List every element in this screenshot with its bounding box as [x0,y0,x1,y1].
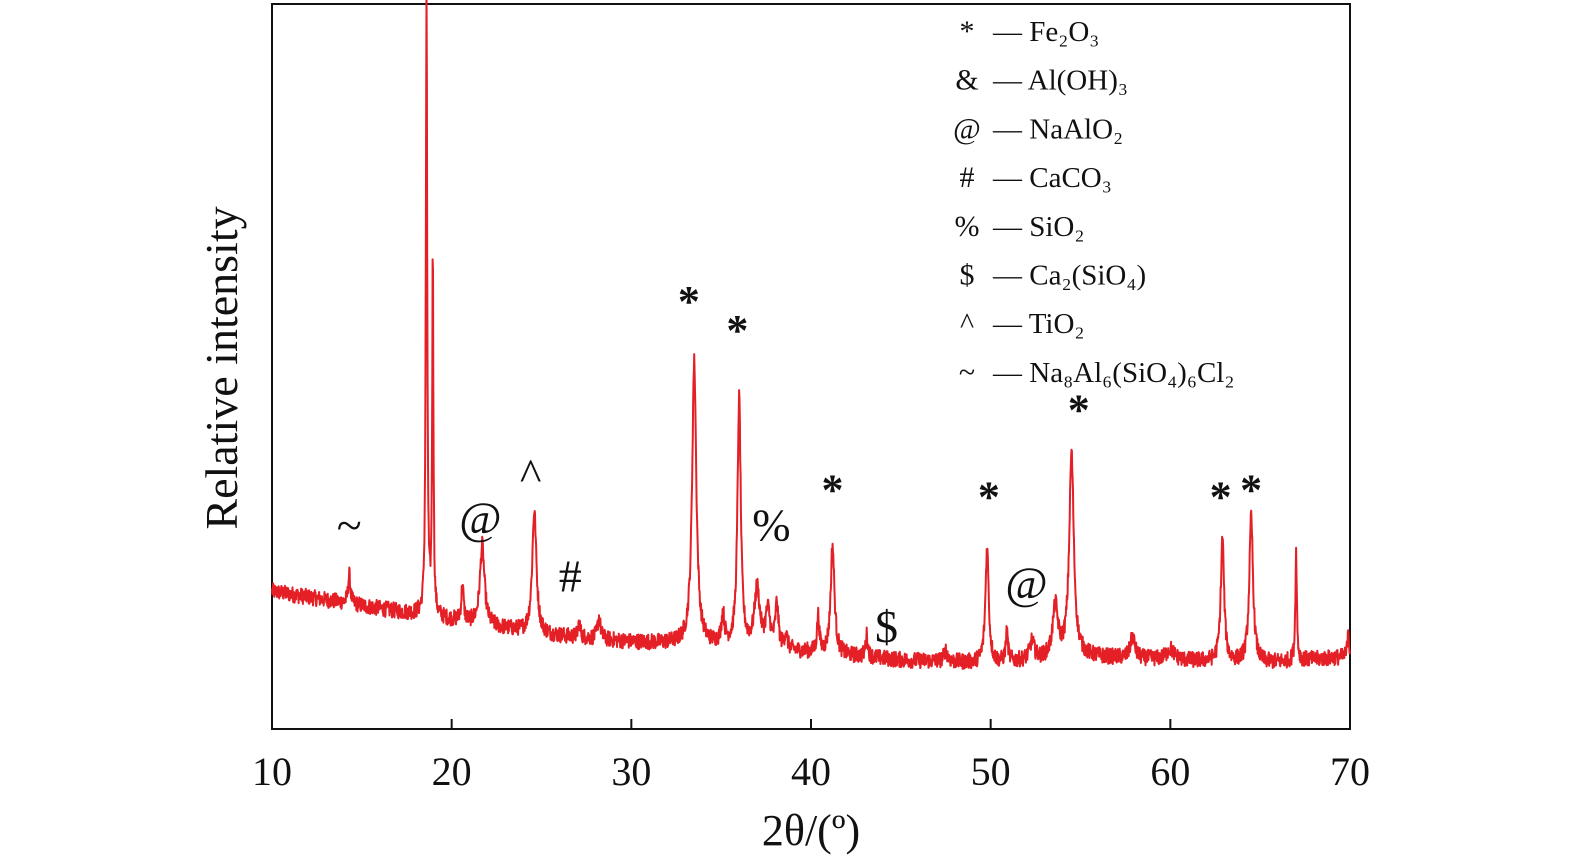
peak-annotation: * [678,277,700,326]
x-tick-label-50: 50 [971,749,1011,794]
legend-label: — Al(OH)₃ [992,65,1128,97]
legend-label: — NaAlO₂ [992,113,1123,145]
peak-annotation: @ [1005,558,1047,609]
legend: * — Fe₂O₃& — Al(OH)₃ @ — NaAlO₂ # — CaCO₃% — Si… [953,15,1234,389]
x-tick-label-10: 10 [252,749,292,794]
legend-symbol: % [955,210,980,243]
legend-symbol: * [960,15,975,48]
legend-label: — Fe₂O₃ [992,16,1099,48]
peak-annotation: & [411,0,448,8]
peak-annotation: $ [875,601,898,652]
peak-annotation: ~ [337,500,362,551]
y-axis-label: Relative intensity [196,206,247,529]
legend-symbol: @ [953,112,981,145]
x-axis: 10 20 30 40 50 60 70 [252,719,1370,794]
peak-annotation: ^ [520,449,542,500]
peak-annotation: * [978,473,1000,522]
legend-symbol: # [960,161,975,194]
peak-annotation: @ [459,492,501,543]
peak-annotations: ~&@^#**%*$*@*** [337,0,1262,652]
x-tick-label-30: 30 [611,749,651,794]
legend-label: — CaCO₃ [992,162,1112,194]
x-tick-label-20: 20 [432,749,472,794]
legend-label: — TiO₂ [992,308,1085,340]
xrd-pattern-line [271,0,1351,670]
legend-symbol: ^ [960,307,974,340]
x-tick-label-60: 60 [1150,749,1190,794]
x-tick-label-40: 40 [791,749,831,794]
peak-annotation: * [1210,473,1232,522]
peak-annotation: # [559,550,582,601]
x-tick-label-70: 70 [1330,749,1370,794]
x-axis-label: 2θ/(º) [762,806,860,855]
peak-annotation: * [1068,386,1090,435]
legend-symbol: ~ [959,356,975,389]
legend-label: — Na₈Al₆(SiO₄)₆Cl₂ [992,357,1234,389]
peak-annotation: * [726,306,748,355]
peak-annotation: * [1240,465,1262,514]
legend-label: — Ca₂(SiO₄) [992,260,1146,292]
peak-annotation: % [752,500,790,551]
peak-annotation: * [822,465,844,514]
legend-label: — SiO₂ [992,211,1085,243]
legend-symbol: $ [960,259,975,292]
legend-symbol: & [955,64,978,97]
